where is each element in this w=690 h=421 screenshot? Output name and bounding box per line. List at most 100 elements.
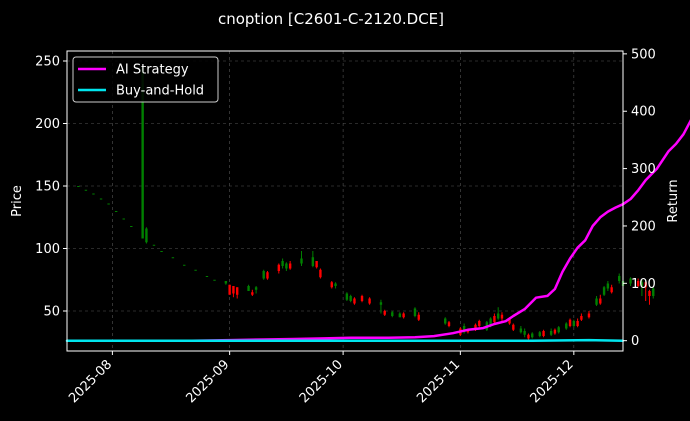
candle-body — [262, 271, 265, 279]
candle-body — [232, 286, 235, 294]
candle-body — [251, 292, 254, 295]
plot-frame — [66, 50, 624, 352]
candle-body — [330, 282, 333, 288]
candle-body — [379, 302, 383, 305]
y-tick-label-left: 50 — [43, 305, 60, 320]
candle-body — [213, 279, 216, 281]
candle-body — [311, 257, 315, 266]
chart-title: cnoption [C2601-C-2120.DCE] — [218, 10, 444, 28]
candle-body — [319, 269, 322, 278]
y-tick-label-right: 0 — [631, 334, 639, 349]
y-tick-label-right: 100 — [631, 277, 656, 292]
candle-body — [247, 286, 250, 291]
candle-body — [599, 298, 602, 304]
candle-body — [636, 281, 640, 286]
candle-body — [606, 283, 610, 289]
candle-body — [353, 298, 356, 304]
legend: AI Strategy Buy-and-Hold — [72, 56, 219, 103]
candle-body — [565, 323, 568, 329]
candle-body — [368, 298, 371, 304]
candle-body — [300, 258, 303, 264]
candle-body — [595, 298, 598, 305]
y-tick-label-left: 150 — [35, 180, 60, 195]
candle-body — [254, 287, 258, 290]
candle-body — [531, 333, 534, 338]
candle-body — [122, 218, 125, 220]
candle-body — [77, 186, 80, 187]
candle-body — [568, 319, 572, 326]
y-tick-label-right: 400 — [631, 105, 656, 120]
candle-body — [644, 282, 647, 288]
candle-body — [183, 264, 186, 266]
candle-body — [315, 261, 318, 268]
candle-body — [587, 313, 591, 318]
candle-body — [462, 326, 466, 333]
candle-body — [500, 314, 504, 319]
legend-box — [72, 56, 219, 103]
candle-body — [114, 211, 118, 212]
y-tick-label-left: 100 — [35, 242, 60, 257]
candle-body — [107, 203, 110, 205]
candle-body — [92, 193, 95, 195]
candle-body — [444, 318, 447, 324]
y-tick-label-right: 200 — [631, 219, 656, 234]
candle-body — [496, 313, 500, 319]
candle-body — [640, 282, 644, 286]
candle-body — [84, 189, 88, 191]
candle-body — [629, 278, 632, 284]
candle-body — [652, 288, 655, 296]
candle-body — [281, 261, 284, 266]
candle-body — [99, 198, 103, 200]
candle-body — [285, 263, 288, 269]
candle-body — [391, 312, 394, 316]
candle-body — [349, 296, 352, 301]
candle-body — [160, 251, 163, 252]
candle-body — [152, 244, 156, 246]
y-tick-label-right: 500 — [631, 47, 656, 62]
candle-body — [618, 276, 621, 281]
candle-body — [171, 257, 175, 259]
grid — [67, 51, 623, 351]
y-axis-label-right: Return — [666, 179, 681, 222]
candle-body — [542, 331, 545, 336]
candle-body — [141, 67, 144, 239]
candle-body — [519, 328, 523, 333]
candle-body — [402, 313, 405, 318]
candle-body — [553, 329, 557, 334]
candle-body — [228, 284, 231, 295]
candle-body — [194, 269, 197, 271]
candle-body — [493, 316, 496, 323]
y-tick-label-left: 200 — [35, 117, 60, 132]
y-tick-label-left: 250 — [35, 55, 60, 70]
y-tick-label-right: 300 — [631, 162, 656, 177]
candle-body — [345, 293, 349, 300]
candle-body — [288, 263, 292, 269]
buy-and-hold-line — [65, 338, 625, 342]
candle-body — [205, 276, 209, 277]
candle-body — [489, 318, 492, 326]
candle-body — [266, 272, 269, 279]
return-lines — [65, 119, 690, 342]
candle-body — [648, 291, 651, 296]
candle-body — [474, 324, 477, 330]
candle-body — [478, 321, 481, 326]
candle-body — [576, 321, 579, 326]
candle-body — [130, 226, 133, 227]
y-axis-label-left: Price — [10, 185, 25, 217]
candle-body — [334, 283, 337, 286]
candle-body — [523, 331, 526, 335]
ai-strategy-line — [190, 119, 690, 342]
candle-body — [508, 318, 511, 324]
legend-label-buy-and-hold: Buy-and-Hold — [116, 84, 204, 99]
candle-body — [527, 334, 530, 339]
candle-body — [447, 322, 451, 326]
candle-body — [417, 314, 420, 320]
candle-body — [610, 287, 613, 293]
candle-body — [549, 331, 553, 335]
candle-body — [277, 264, 281, 271]
candle-body — [398, 313, 402, 318]
candle-body — [512, 324, 515, 330]
candlesticks — [77, 67, 655, 340]
candle-body — [383, 311, 386, 315]
